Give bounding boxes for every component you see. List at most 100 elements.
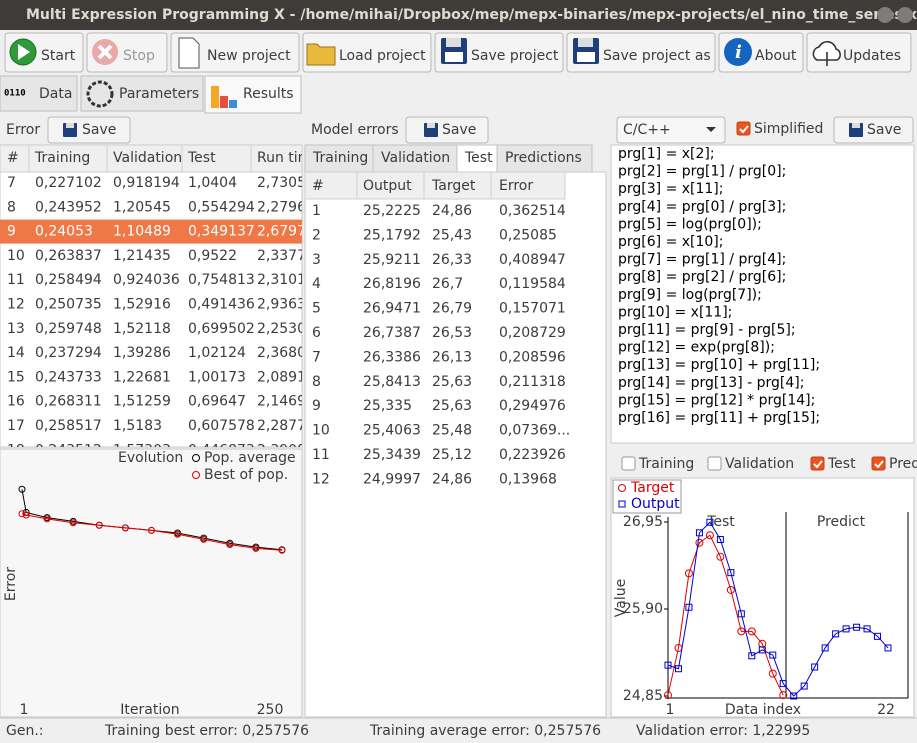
legend-label: Target bbox=[630, 480, 675, 496]
annotation: Predict bbox=[817, 514, 866, 530]
table-cell: 0,13968 bbox=[499, 471, 557, 487]
y-tick-label: 26,95 bbox=[623, 514, 663, 530]
point bbox=[842, 625, 850, 633]
checkmark bbox=[874, 460, 884, 469]
series-line bbox=[21, 513, 283, 551]
toolbar-button-label: Load project bbox=[339, 48, 426, 64]
code-line: prg[9] = log(prg[7]); bbox=[618, 287, 762, 303]
minimize-button[interactable] bbox=[877, 7, 893, 23]
runs-table: # Training Validation Test Run time 7 0,227102… bbox=[0, 145, 315, 458]
column-header: Error bbox=[499, 178, 533, 194]
icon: 0110 bbox=[4, 89, 26, 99]
point bbox=[737, 627, 746, 636]
chart-checks: Training Validation Test Predictions bbox=[621, 456, 917, 472]
point bbox=[853, 623, 861, 631]
table-cell: 5 bbox=[312, 301, 321, 317]
x-axis-label: Data index bbox=[725, 702, 801, 718]
table-cell: 10 bbox=[7, 248, 25, 264]
point bbox=[705, 531, 714, 540]
table-cell: 11 bbox=[312, 447, 330, 463]
tab[interactable] bbox=[496, 144, 593, 173]
point bbox=[748, 652, 756, 660]
table-cell: 25,12 bbox=[432, 447, 472, 463]
code-line: prg[15] = prg[12] * prg[14]; bbox=[618, 392, 815, 408]
code-line: prg[13] = prg[10] + prg[11]; bbox=[618, 357, 820, 373]
panel-label: Error bbox=[6, 122, 40, 138]
table-cell: 0,699502 bbox=[188, 321, 255, 337]
table-cell: 16 bbox=[7, 394, 25, 410]
checkmark bbox=[813, 460, 823, 469]
code-line: prg[4] = prg[0] / prg[3]; bbox=[618, 199, 786, 215]
table-cell: 1,5183 bbox=[113, 418, 162, 434]
button-label: Save bbox=[82, 122, 116, 138]
point bbox=[226, 541, 234, 549]
column-header: Target bbox=[431, 178, 476, 194]
table-cell: 26,53 bbox=[432, 325, 472, 341]
code-line: prg[7] = prg[1] / prg[4]; bbox=[618, 252, 786, 268]
toolbar-button-label: Save project bbox=[471, 48, 559, 64]
icon bbox=[446, 38, 461, 47]
tab[interactable] bbox=[304, 144, 374, 173]
checkbox[interactable] bbox=[810, 456, 825, 471]
point bbox=[863, 625, 871, 633]
checkbox[interactable] bbox=[707, 456, 722, 471]
selected-row bbox=[0, 219, 302, 244]
icon bbox=[211, 86, 219, 108]
code-line: prg[14] = prg[13] - prg[4]; bbox=[618, 375, 804, 391]
code-line: prg[5] = log(prg[0]); bbox=[618, 216, 762, 232]
status-text: Validation error: 1,22995 bbox=[636, 723, 810, 739]
table-cell: 25,63 bbox=[432, 374, 472, 390]
table-cell: 18 bbox=[7, 442, 25, 458]
icon bbox=[178, 37, 200, 69]
table-cell: 0,408947 bbox=[499, 252, 566, 268]
point bbox=[200, 535, 208, 543]
tab[interactable] bbox=[456, 144, 498, 173]
checkbox-label: Predictions bbox=[889, 456, 917, 472]
checkbox-label: Validation bbox=[725, 456, 794, 472]
toolbar-button-label: Save project as bbox=[603, 48, 711, 64]
checkbox[interactable] bbox=[621, 456, 636, 471]
maximize-button[interactable] bbox=[897, 7, 913, 23]
table-cell: 24,86 bbox=[432, 471, 472, 487]
icon bbox=[86, 80, 114, 108]
code-lines: prg[1] = x[2];prg[2] = prg[1] / prg[0];p… bbox=[618, 146, 820, 426]
table-cell: 1,20545 bbox=[113, 199, 171, 215]
toolbar-button[interactable] bbox=[170, 32, 300, 73]
column-header: Test bbox=[187, 150, 216, 166]
table-cell: 25,63 bbox=[432, 398, 472, 414]
table-cell: 0,349137 bbox=[188, 224, 255, 240]
checkbox[interactable] bbox=[871, 456, 886, 471]
icon bbox=[812, 41, 841, 66]
table-cell: 3 bbox=[312, 252, 321, 268]
point bbox=[716, 536, 724, 544]
column-header: Output bbox=[363, 178, 412, 194]
table-cell: 2,39088 bbox=[257, 442, 315, 458]
combobox[interactable] bbox=[616, 116, 726, 144]
icon bbox=[229, 100, 237, 108]
legend-marker bbox=[618, 484, 626, 492]
table-cell: 6 bbox=[312, 325, 321, 341]
checkbox[interactable] bbox=[736, 121, 751, 136]
table-cell: 0,07369... bbox=[499, 423, 570, 439]
tab[interactable] bbox=[0, 75, 78, 112]
table-cell: 25,2225 bbox=[363, 203, 421, 219]
table-cell: 26,9471 bbox=[363, 301, 421, 317]
table-cell: 26,8196 bbox=[363, 276, 421, 292]
table-cell: 0,24053 bbox=[35, 224, 93, 240]
table-cell: 1,52916 bbox=[113, 297, 171, 313]
table-cell: 0,258494 bbox=[35, 272, 102, 288]
table-cell: 1,21435 bbox=[113, 248, 171, 264]
tab[interactable] bbox=[204, 75, 302, 114]
table-cell: 9 bbox=[7, 224, 16, 240]
point bbox=[685, 603, 693, 611]
table-cell: 1,39286 bbox=[113, 345, 171, 361]
table-cell: 2,28774 bbox=[257, 418, 315, 434]
point bbox=[769, 651, 777, 659]
point bbox=[684, 569, 693, 578]
table-cell: 2,36802 bbox=[257, 345, 315, 361]
legend-label: Best of pop. bbox=[204, 467, 288, 483]
table-cell: 24,9997 bbox=[363, 471, 421, 487]
toolbar-button-label: New project bbox=[207, 48, 291, 64]
toolbar-button[interactable] bbox=[566, 32, 716, 73]
